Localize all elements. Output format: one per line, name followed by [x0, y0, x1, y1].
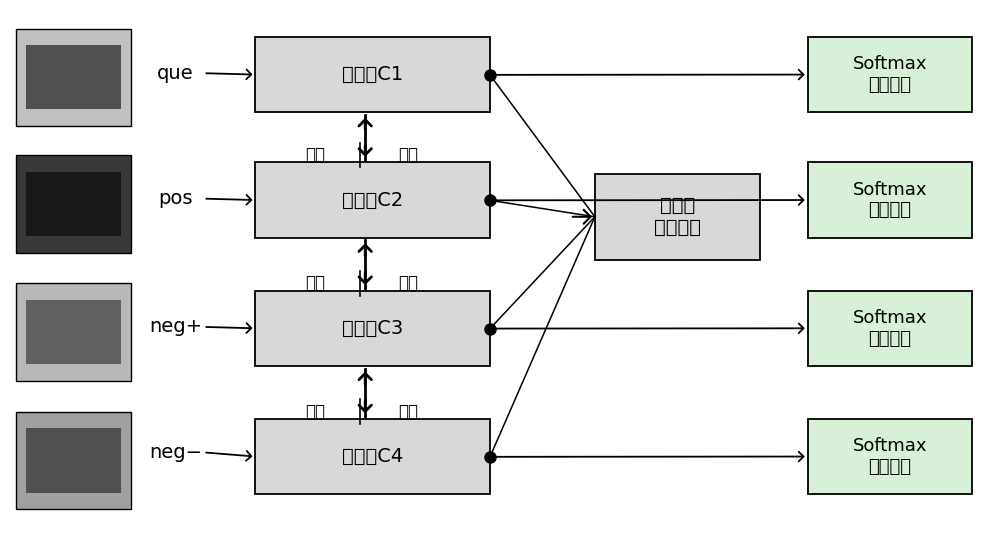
Bar — [16, 29, 131, 126]
Bar — [808, 419, 972, 494]
Text: 四元组
排序据失: 四元组 排序据失 — [654, 196, 701, 237]
Bar — [255, 291, 490, 366]
Bar — [16, 155, 131, 253]
Bar — [808, 37, 972, 112]
Text: 子网络C1: 子网络C1 — [342, 65, 403, 84]
Text: Softmax
分类据失: Softmax 分类据失 — [853, 55, 927, 94]
Text: Softmax
分类据失: Softmax 分类据失 — [853, 181, 927, 220]
Text: 参数: 参数 — [305, 146, 325, 164]
Bar — [26, 45, 121, 110]
Text: 子网络C4: 子网络C4 — [342, 447, 403, 466]
Text: 子网络C3: 子网络C3 — [342, 319, 403, 338]
Text: 参数: 参数 — [305, 274, 325, 292]
Bar — [255, 37, 490, 112]
Text: 共享: 共享 — [398, 402, 418, 421]
Text: Softmax
分类据失: Softmax 分类据失 — [853, 309, 927, 348]
Bar — [16, 411, 131, 509]
Text: 参数: 参数 — [305, 402, 325, 421]
Bar — [595, 173, 760, 260]
Bar — [26, 428, 121, 492]
Text: pos: pos — [158, 189, 193, 208]
Bar — [16, 283, 131, 381]
Bar — [26, 172, 121, 236]
Text: 子网络C2: 子网络C2 — [342, 191, 403, 210]
Text: Softmax
分类据失: Softmax 分类据失 — [853, 437, 927, 476]
Text: 共享: 共享 — [398, 274, 418, 292]
Bar — [255, 419, 490, 494]
Bar — [808, 163, 972, 238]
Text: que: que — [157, 64, 194, 83]
Text: neg+: neg+ — [149, 318, 202, 337]
Text: 共享: 共享 — [398, 146, 418, 164]
Bar — [255, 163, 490, 238]
Text: neg−: neg− — [149, 443, 202, 462]
Bar — [808, 291, 972, 366]
Bar — [26, 300, 121, 364]
